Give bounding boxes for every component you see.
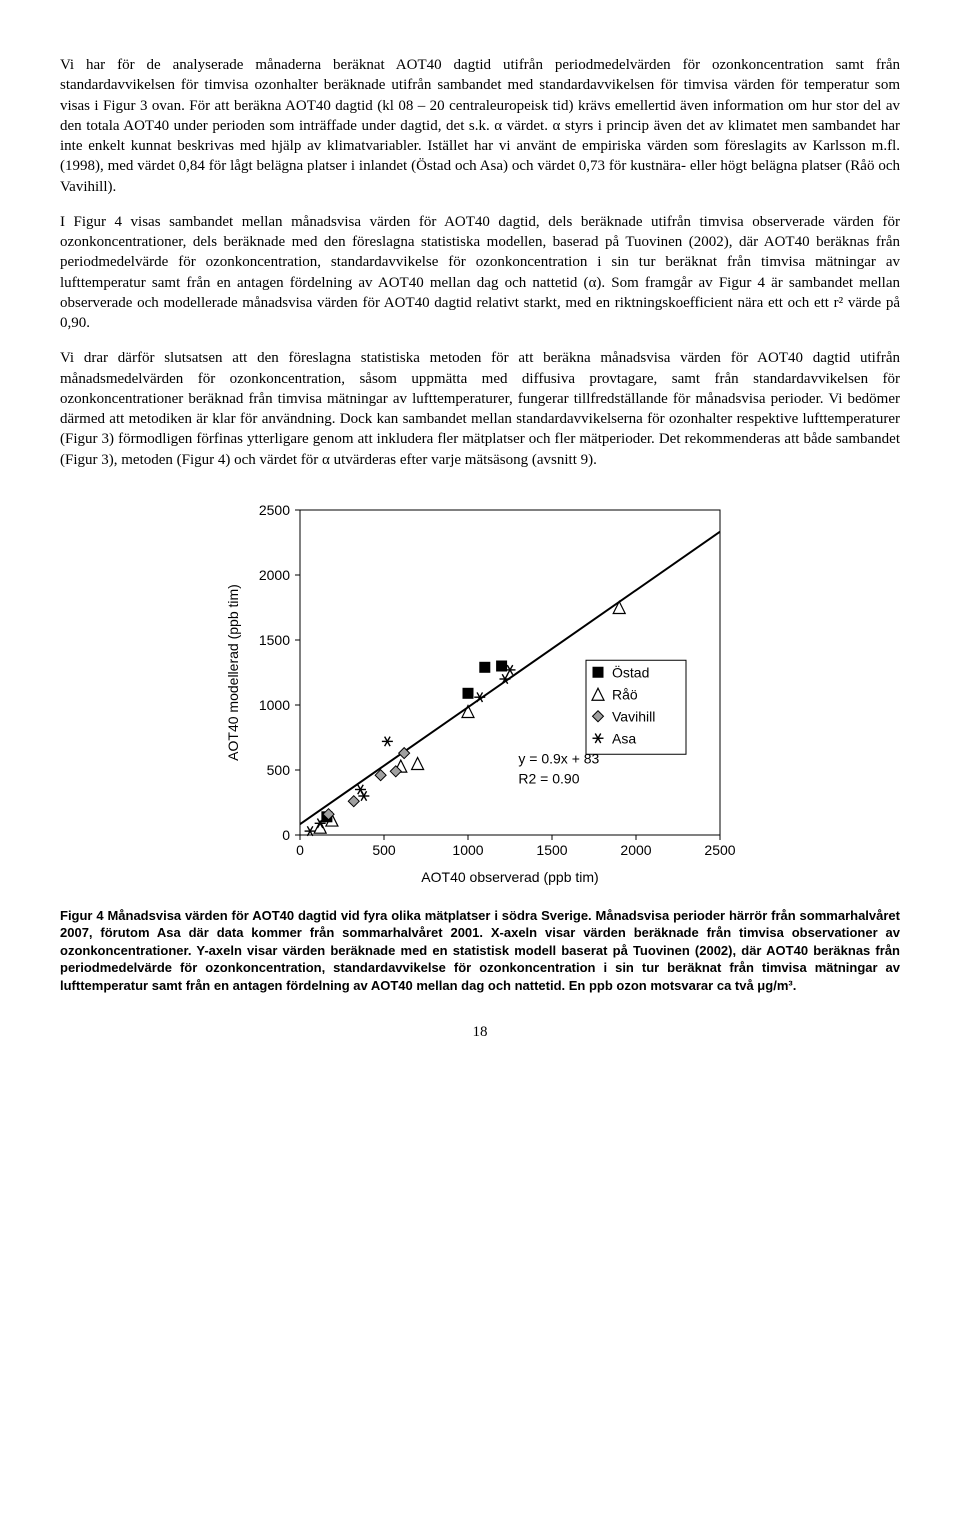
svg-text:Asa: Asa [612, 730, 636, 746]
svg-text:0: 0 [282, 827, 290, 843]
svg-text:R2 = 0.90: R2 = 0.90 [518, 770, 579, 786]
svg-text:2500: 2500 [704, 842, 735, 858]
svg-text:AOT40 observerad (ppb tim): AOT40 observerad (ppb tim) [421, 869, 598, 885]
svg-text:1000: 1000 [259, 697, 290, 713]
svg-text:2000: 2000 [620, 842, 651, 858]
svg-text:AOT40 modellerad (ppb tim): AOT40 modellerad (ppb tim) [225, 584, 241, 761]
svg-text:1000: 1000 [452, 842, 483, 858]
svg-text:2500: 2500 [259, 502, 290, 518]
svg-text:Östad: Östad [612, 663, 649, 680]
svg-text:500: 500 [267, 762, 291, 778]
svg-text:2000: 2000 [259, 567, 290, 583]
svg-text:Vavihill: Vavihill [612, 708, 655, 724]
figure-4-chart: 0 500 1000 1500 2000 2500 0 500 1000 1500 2000 2500… [220, 490, 740, 895]
svg-text:Råö: Råö [612, 686, 638, 702]
paragraph-1: Vi har för de analyserade månaderna berä… [60, 55, 900, 197]
page-number: 18 [60, 1024, 900, 1041]
svg-text:1500: 1500 [259, 632, 290, 648]
paragraph-3: Vi drar därför slutsatsen att den föresl… [60, 348, 900, 470]
svg-text:1500: 1500 [536, 842, 567, 858]
figure-4-caption: Figur 4 Månadsvisa värden för AOT40 dagt… [60, 907, 900, 995]
paragraph-2: I Figur 4 visas sambandet mellan månadsv… [60, 212, 900, 334]
svg-text:500: 500 [372, 842, 396, 858]
svg-text:0: 0 [296, 842, 304, 858]
